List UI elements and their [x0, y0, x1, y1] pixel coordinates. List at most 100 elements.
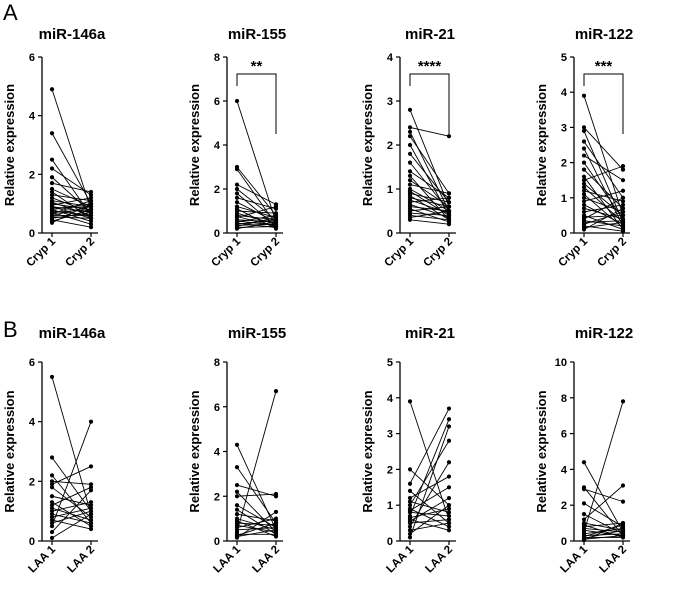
chart-3: miR-21 Relative expression 0 1 2 3 4 Cryp 1 Cryp…	[360, 26, 456, 269]
data-point	[49, 186, 55, 192]
data-point	[49, 521, 55, 526]
y-tick-label: 4	[561, 464, 568, 476]
y-tick-label: 2	[29, 476, 35, 488]
pair-line	[51, 513, 92, 539]
chart-title: miR-122	[575, 325, 633, 342]
pair-line	[583, 197, 624, 213]
pair-line	[409, 519, 450, 524]
pair-line	[583, 190, 624, 202]
data-point	[88, 213, 94, 218]
chart-title: miR-122	[575, 26, 633, 43]
pair-line	[51, 421, 92, 527]
y-tick-label: 2	[561, 158, 567, 170]
y-tick-label: 2	[561, 500, 567, 512]
data-point	[49, 455, 55, 460]
y-tick-label: 4	[214, 140, 221, 152]
chart-7: miR-21 Relative expression 0 1 2 3 4 5 LAA 1 LAA …	[360, 325, 456, 575]
chart-title: miR-21	[405, 325, 455, 342]
data-point	[407, 524, 413, 529]
pair-line	[51, 486, 92, 506]
data-point	[581, 181, 587, 186]
pair-line	[236, 221, 277, 230]
pair-line	[583, 214, 624, 218]
pair-line	[583, 148, 624, 227]
chart-2: miR-155 Relative expression 0 2 4 6 8 Cryp 1 Cry…	[187, 26, 286, 269]
y-tick-label: 6	[561, 429, 567, 441]
data-point	[88, 419, 94, 424]
data-point	[273, 219, 279, 225]
data-point	[446, 528, 452, 533]
y-tick-label: 6	[214, 96, 220, 108]
y-tick-label: 4	[561, 87, 568, 99]
y-tick-label: 5	[561, 52, 567, 64]
y-tick-label: 8	[214, 357, 220, 369]
pair-line	[583, 485, 624, 520]
data-point	[620, 195, 626, 200]
pair-line	[409, 511, 450, 517]
pair-line	[409, 199, 450, 214]
data-point	[581, 146, 587, 151]
data-point	[49, 195, 55, 200]
data-point	[88, 500, 94, 505]
pair-line	[51, 376, 92, 515]
data-point	[620, 528, 626, 533]
data-point	[273, 521, 279, 526]
data-point	[49, 494, 55, 499]
data-point	[620, 206, 626, 211]
y-axis-label: Relative expression	[187, 390, 202, 512]
data-point	[446, 195, 452, 200]
significance-bracket	[409, 73, 450, 134]
data-point	[49, 189, 55, 195]
chart-title: miR-155	[228, 325, 286, 342]
x-category-label: Cryp 2	[63, 236, 97, 270]
data-point	[88, 216, 94, 221]
pair-line	[51, 519, 92, 530]
pair-line	[236, 511, 277, 539]
y-tick-label: 0	[561, 228, 567, 240]
x-category-label: Cryp 2	[421, 236, 455, 270]
data-point	[49, 512, 55, 517]
data-point	[49, 515, 55, 520]
data-point	[581, 199, 587, 204]
data-point	[49, 166, 55, 171]
data-point	[273, 388, 279, 394]
pair-line	[409, 504, 450, 535]
data-point	[49, 500, 55, 505]
pair-line	[583, 127, 624, 170]
x-category-label: Cryp 1	[24, 235, 58, 269]
data-point	[581, 202, 587, 207]
pair-line	[51, 507, 92, 518]
data-point	[234, 226, 240, 231]
data-point	[446, 438, 452, 443]
data-point	[234, 507, 240, 512]
data-point	[407, 160, 413, 165]
data-point	[407, 521, 413, 526]
y-tick-label: 1	[387, 184, 393, 196]
data-point	[88, 485, 94, 490]
pair-line	[409, 419, 450, 517]
pair-line	[51, 182, 92, 193]
data-point	[88, 207, 94, 212]
y-tick-label: 6	[29, 357, 35, 369]
pair-line	[409, 179, 450, 207]
data-point	[446, 460, 452, 465]
data-point	[88, 222, 94, 227]
data-point	[620, 167, 626, 172]
x-category-label: LAA 1	[26, 543, 58, 575]
pair-line	[236, 184, 277, 205]
data-point	[620, 188, 626, 193]
data-point	[446, 506, 452, 511]
data-point	[49, 509, 55, 514]
pair-line	[236, 444, 277, 531]
data-point	[407, 399, 413, 404]
pair-line	[583, 522, 624, 541]
y-tick-label: 0	[387, 536, 393, 548]
pair-line	[236, 100, 277, 223]
data-point	[446, 510, 452, 515]
data-point	[407, 125, 413, 130]
pair-line	[409, 210, 450, 219]
pair-line	[583, 529, 624, 537]
pair-line	[583, 165, 624, 181]
data-point	[88, 225, 94, 230]
data-point	[407, 535, 413, 540]
